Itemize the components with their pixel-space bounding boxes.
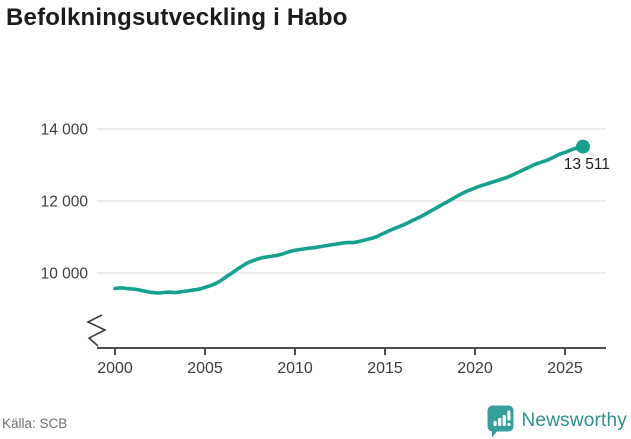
- source-credit: Källa: SCB: [2, 416, 68, 431]
- population-line: [113, 144, 585, 295]
- x-axis-tick-label: 2020: [457, 360, 493, 377]
- y-axis-tick-label: 14 000: [41, 122, 89, 139]
- axis-break-icon: [86, 314, 107, 347]
- newsworthy-logo-icon: [487, 405, 514, 438]
- end-value-label: 13 511: [564, 156, 610, 173]
- page-title: Befolkningsutveckling i Habo: [6, 4, 348, 31]
- footer: Källa: SCB Newsworthy: [0, 403, 631, 439]
- population-chart: 10 000 12 000 14 000 2000 2005 2010 2015 2020 20…: [41, 122, 610, 378]
- x-axis-tick-label: 2015: [367, 360, 403, 377]
- newsworthy-brand-name: Newsworthy: [521, 410, 627, 431]
- end-point-marker: [576, 139, 590, 154]
- y-axis-tick-label: 12 000: [41, 194, 89, 211]
- x-axis-tick-label: 2025: [547, 360, 583, 377]
- x-axis-tick-label: 2010: [277, 360, 313, 377]
- x-axis-tick-label: 2005: [187, 360, 223, 377]
- chart-area: 10 000 12 000 14 000 2000 2005 2010 2015 2020 20…: [41, 122, 610, 378]
- newsworthy-brand[interactable]: Newsworthy: [486, 403, 627, 439]
- y-axis-tick-label: 10 000: [41, 266, 89, 283]
- x-axis-tick-label: 2000: [97, 360, 133, 377]
